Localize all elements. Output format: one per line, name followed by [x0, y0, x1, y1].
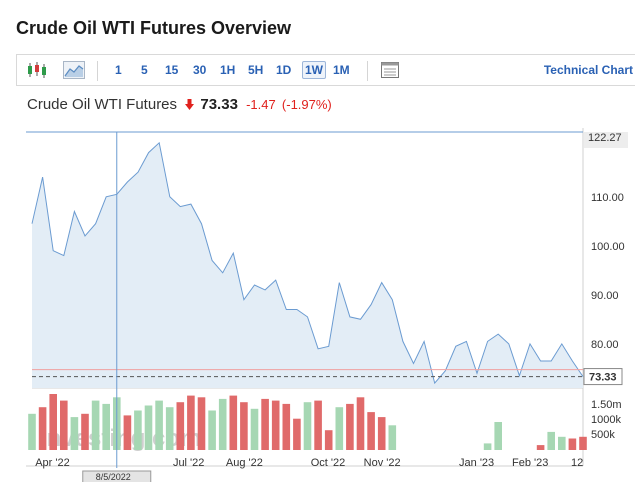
- interval-5h[interactable]: 5H: [248, 63, 264, 77]
- high-price-label-bg: [584, 132, 628, 148]
- toolbar-separator: [97, 61, 98, 81]
- quote-header: Crude Oil WTI Futures 73.33 -1.47 (-1.97…: [27, 96, 332, 114]
- interval-15[interactable]: 15: [165, 63, 179, 77]
- price-chart[interactable]: Investing.com 122.27110.00100.0090.0080.…: [16, 128, 635, 482]
- volume-bar: [144, 405, 153, 450]
- volume-bar: [483, 443, 492, 450]
- volume-bar: [208, 410, 216, 450]
- technical-chart-link[interactable]: Technical Chart: [543, 63, 633, 77]
- volume-bar: [303, 402, 312, 450]
- crosshair-date-label: 8/5/2022: [96, 472, 131, 482]
- x-tick-label: Oct '22: [311, 457, 346, 469]
- volume-bar: [261, 398, 269, 450]
- volume-bar: [558, 436, 566, 450]
- volume-bar: [536, 445, 545, 450]
- instrument-name: Crude Oil WTI Futures: [27, 96, 178, 113]
- volume-tick-label: 1000k: [591, 414, 621, 426]
- volume-bar: [28, 413, 36, 450]
- price-change-percent: (-1.97%): [281, 97, 332, 112]
- volume-bar: [70, 417, 79, 450]
- volume-bar: [134, 410, 142, 450]
- volume-bar: [155, 400, 163, 450]
- volume-bar: [367, 412, 375, 450]
- y-tick-label: 100.00: [591, 241, 625, 253]
- volume-bar: [187, 395, 195, 450]
- candlestick-icon[interactable]: [25, 60, 49, 80]
- interval-30[interactable]: 30: [193, 63, 207, 77]
- last-price-label-bg: [583, 368, 623, 386]
- price-area-fill: [32, 142, 583, 388]
- volume-bar: [197, 397, 206, 450]
- x-tick-label: Apr '22: [35, 457, 70, 469]
- high-price-label: 122.27: [588, 132, 622, 144]
- volume-bar: [314, 400, 322, 450]
- volume-bar: [271, 400, 280, 450]
- volume-bar: [388, 425, 397, 450]
- x-tick-label: Feb '23: [512, 457, 548, 469]
- volume-bar: [356, 397, 365, 450]
- volume-bar: [165, 407, 174, 450]
- volume-bar: [324, 430, 333, 450]
- interval-1d[interactable]: 1D: [276, 63, 292, 77]
- volume-bar: [60, 400, 68, 450]
- x-tick-label: Jan '23: [459, 457, 494, 469]
- interval-1m[interactable]: 1M: [333, 63, 350, 77]
- x-tick-label: Nov '22: [364, 457, 401, 469]
- volume-bar: [335, 407, 344, 450]
- last-price-label: 73.33: [589, 372, 617, 384]
- volume-bar: [494, 422, 502, 450]
- interval-1[interactable]: 1: [115, 63, 122, 77]
- price-change: -1.47: [246, 97, 276, 112]
- toolbar-separator: [367, 61, 368, 81]
- y-tick-label: 80.00: [591, 339, 619, 351]
- volume-bar: [282, 403, 291, 450]
- x-tick-label: Jul '22: [173, 457, 204, 469]
- volume-bar: [293, 418, 301, 450]
- volume-bar: [377, 417, 386, 450]
- volume-bar: [346, 403, 354, 450]
- page-title: Crude Oil WTI Futures Overview: [16, 18, 292, 38]
- chart-toolbar: 1 5 15 30 1H 5H 1D 1W 1M Technical Chart: [16, 54, 635, 86]
- volume-bar: [123, 415, 132, 450]
- price-series-line: [31, 141, 584, 385]
- volume-bar: [218, 398, 227, 450]
- last-price: 73.33: [200, 96, 238, 113]
- down-arrow-icon: [185, 97, 195, 114]
- volume-bar: [240, 402, 248, 450]
- volume-bar: [547, 431, 555, 450]
- volume-bar: [102, 403, 110, 450]
- volume-tick-label: 500k: [591, 429, 615, 441]
- volume-bar: [49, 394, 57, 450]
- volume-bar: [579, 436, 587, 450]
- volume-bar: [568, 438, 577, 450]
- interval-5[interactable]: 5: [141, 63, 148, 77]
- x-tick-label: Aug '22: [226, 457, 263, 469]
- volume-bar: [176, 402, 185, 450]
- area-chart-icon[interactable]: [63, 60, 85, 80]
- crosshair-date-bg: [82, 470, 152, 482]
- volume-bar: [91, 400, 100, 450]
- volume-bar: [81, 413, 89, 450]
- volume-tick-label: 1.50m: [591, 399, 622, 411]
- interval-1h[interactable]: 1H: [220, 63, 236, 77]
- x-tick-label: 12: [571, 457, 583, 469]
- volume-bar: [229, 395, 238, 450]
- interval-1w[interactable]: 1W: [302, 61, 326, 79]
- table-settings-icon[interactable]: [380, 60, 400, 80]
- y-tick-label: 110.00: [591, 192, 624, 204]
- volume-bar: [38, 407, 47, 450]
- y-tick-label: 90.00: [591, 290, 619, 302]
- volume-bar: [250, 408, 259, 450]
